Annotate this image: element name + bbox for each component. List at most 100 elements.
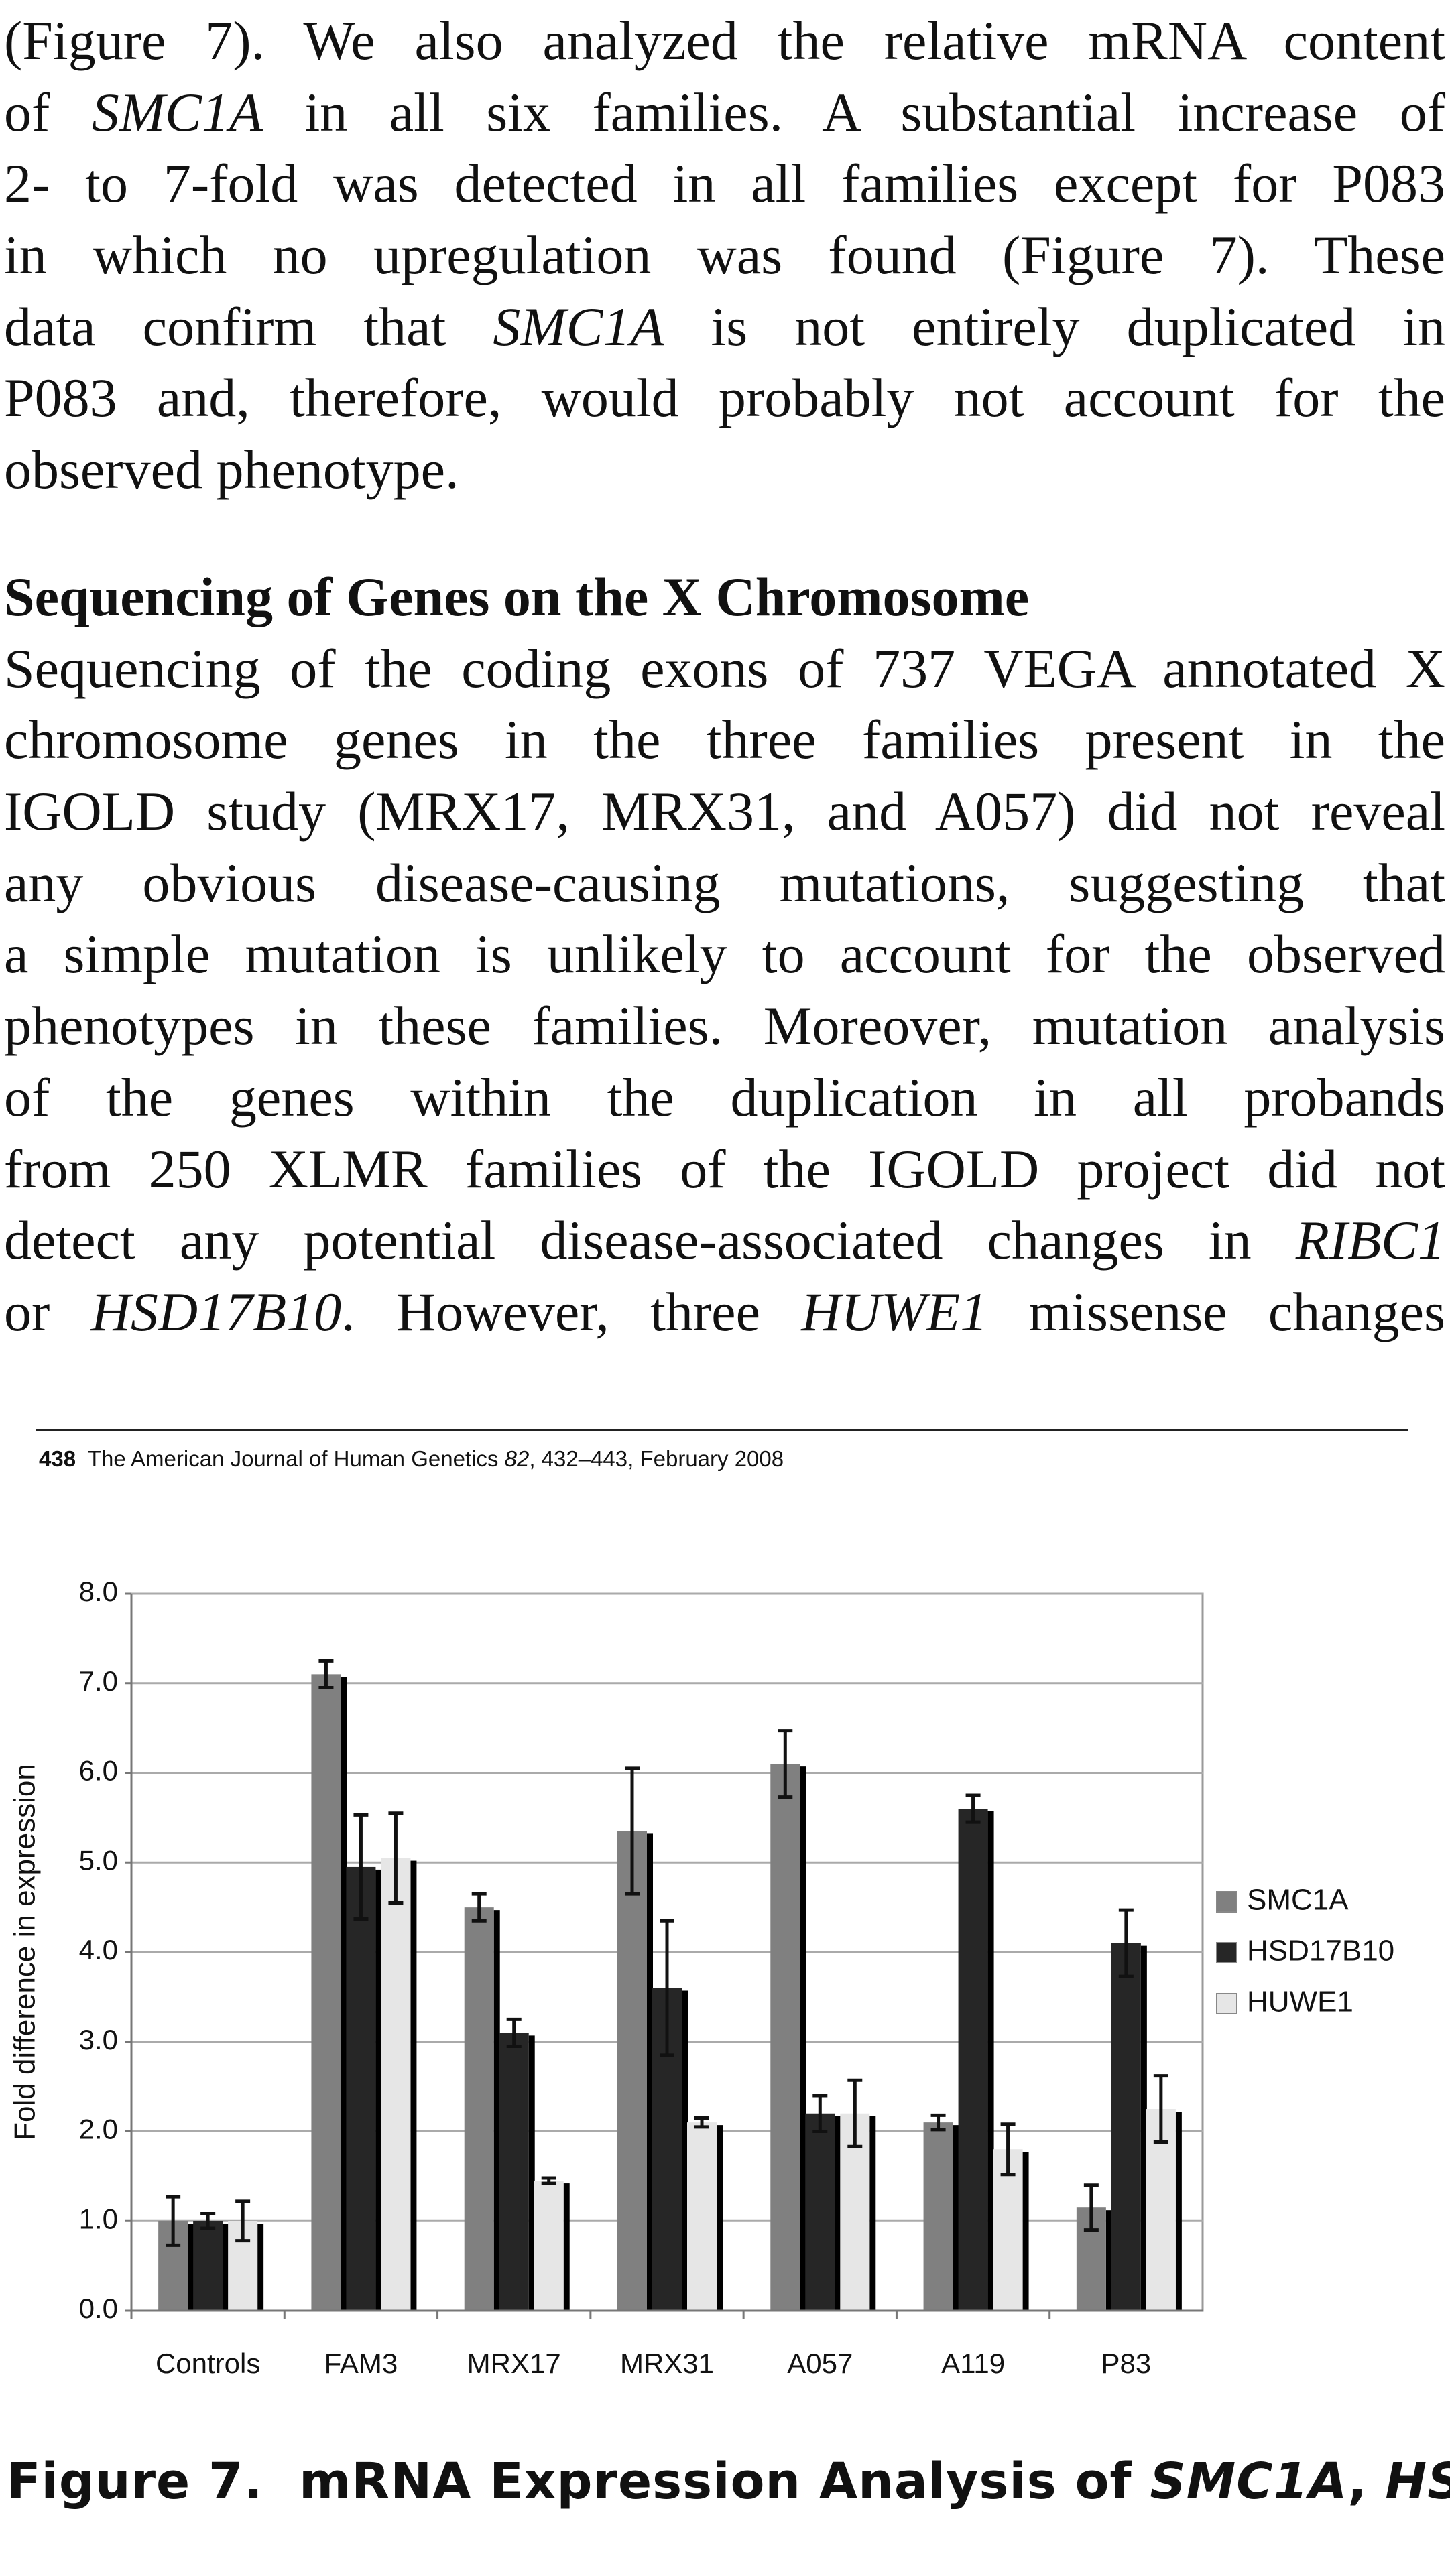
bar (534, 2181, 564, 2311)
text-run: missense changes (987, 1281, 1445, 1342)
legend-label: HUWE1 (1247, 1986, 1353, 2018)
y-tick-label: 0.0 (79, 2293, 118, 2324)
text-run: phenotypes in these families. Moreover, … (4, 995, 1445, 1057)
bar (193, 2221, 223, 2311)
text-run: HSD17B10 (90, 1281, 342, 1342)
bar-shadow (1175, 2112, 1182, 2311)
text-line: any obvious disease-causing mutations, s… (4, 848, 1445, 919)
text-run: , 432–443, February 2008 (529, 1446, 784, 1471)
legend-label: SMC1A (1247, 1884, 1349, 1917)
text-run: detect any potential disease-associated … (4, 1210, 1296, 1271)
bar (499, 2033, 529, 2311)
text-run: of the genes within the duplication in a… (4, 1066, 1445, 1128)
bar (805, 2113, 835, 2311)
figure-caption: Figure 7. mRNA Expression Analysis of SM… (7, 2453, 1450, 2510)
bar (346, 1866, 376, 2311)
paragraph: (Figure 7). We also analyzed the relativ… (4, 5, 1445, 506)
footer-rule (36, 1429, 1408, 1431)
text-run: IGOLD study (MRX17, MRX31, and A057) did… (4, 781, 1445, 842)
bar-shadow (410, 1860, 417, 2311)
x-tick-label: Controls (156, 2347, 260, 2379)
bar (958, 1809, 988, 2311)
text-run: , (1347, 2453, 1386, 2510)
text-run: HUWE1 (801, 1281, 988, 1342)
bar-shadow (257, 2224, 264, 2311)
bar-shadow (682, 1990, 688, 2311)
section-heading: Sequencing of Genes on the X Chromosome (4, 566, 1030, 627)
text-line: in which no upregulation was found (Figu… (4, 220, 1445, 292)
bar-shadow (563, 2183, 570, 2311)
bar-shadow (647, 1833, 653, 2311)
bar-shadow (1140, 1945, 1147, 2311)
bar (687, 2122, 717, 2311)
bar (381, 1858, 411, 2311)
text-line: chromosome genes in the three families p… (4, 704, 1445, 776)
text-line: observed phenotype. (4, 434, 1445, 506)
y-tick-label: 6.0 (79, 1755, 118, 1787)
text-line: detect any potential disease-associated … (4, 1205, 1445, 1277)
text-line: (Figure 7). We also analyzed the relativ… (4, 5, 1445, 77)
text-run: data confirm that (4, 296, 493, 357)
legend-swatch (1216, 1891, 1237, 1913)
footer: 438 The American Journal of Human Geneti… (39, 1446, 784, 1472)
text-run: RIBC1 (1295, 1210, 1445, 1271)
text-line: a simple mutation is unlikely to account… (4, 919, 1445, 990)
text-line: of the genes within the duplication in a… (4, 1062, 1445, 1134)
text-run: 438 (39, 1446, 76, 1471)
bar (311, 1674, 341, 2311)
bar (923, 2122, 953, 2311)
bar (770, 1764, 800, 2311)
text-run: observed phenotype. (4, 439, 459, 501)
text-run: . However, three (341, 1281, 802, 1342)
text-run: of (4, 81, 92, 143)
legend-swatch (1216, 1993, 1237, 2014)
text-line: phenotypes in these families. Moreover, … (4, 990, 1445, 1062)
bar-shadow (1105, 2210, 1112, 2311)
text-run: Sequencing of the coding exons of 737 VE… (4, 637, 1445, 699)
legend-label: HSD17B10 (1247, 1935, 1394, 1968)
text-line: Sequencing of the coding exons of 737 VE… (4, 633, 1445, 705)
bar-shadow (835, 2116, 841, 2311)
text-run: any obvious disease-causing mutations, s… (4, 852, 1445, 913)
bar (617, 1831, 647, 2311)
text-run: or (4, 1281, 91, 1342)
text-run: SMC1A (91, 81, 263, 143)
bar-shadow (953, 2125, 959, 2311)
y-tick-label: 3.0 (79, 2024, 118, 2055)
y-axis-title: Fold difference in expression (9, 1764, 42, 2140)
x-tick-label: P83 (1101, 2347, 1151, 2379)
bar (993, 2149, 1023, 2311)
text-run: P083 and, therefore, would probably not … (4, 367, 1445, 429)
bar-shadow (375, 1869, 382, 2311)
text-run: is not entirely duplicated in (664, 296, 1445, 357)
bar-shadow (493, 1910, 500, 2311)
y-tick-label: 7.0 (79, 1665, 118, 1697)
text-line: data confirm that SMC1A is not entirely … (4, 292, 1445, 363)
text-line: of SMC1A in all six families. A substant… (4, 77, 1445, 149)
text-run: from 250 XLMR families of the IGOLD proj… (4, 1138, 1445, 1200)
text-line: or HSD17B10. However, three HUWE1 missen… (4, 1277, 1445, 1348)
x-tick-label: MRX31 (620, 2347, 714, 2379)
y-tick-label: 8.0 (79, 1575, 118, 1607)
bar-shadow (987, 1811, 994, 2311)
y-tick-label: 2.0 (79, 2114, 118, 2145)
text-run: in all six families. A substantial incre… (262, 81, 1446, 143)
x-tick-label: A119 (941, 2347, 1005, 2379)
bar-shadow (341, 1677, 347, 2311)
x-tick-label: MRX17 (467, 2347, 561, 2379)
text-run: 2- to 7-fold was detected in all familie… (4, 153, 1445, 214)
bar-shadow (869, 2116, 876, 2311)
text-run: SMC1A (1150, 2453, 1348, 2510)
y-tick-label: 5.0 (79, 1844, 118, 1876)
text-line: from 250 XLMR families of the IGOLD proj… (4, 1134, 1445, 1206)
y-tick-label: 4.0 (79, 1934, 118, 1966)
bar-shadow (1022, 2152, 1029, 2311)
text-run: The American Journal of Human Genetics (76, 1446, 505, 1471)
text-line: 2- to 7-fold was detected in all familie… (4, 148, 1445, 220)
text-run: in which no upregulation was found (Figu… (4, 224, 1445, 286)
bar-shadow (528, 2035, 535, 2311)
text-run: SMC1A (493, 296, 664, 357)
bar-shadow (717, 2125, 723, 2311)
text-line: P083 and, therefore, would probably not … (4, 363, 1445, 434)
